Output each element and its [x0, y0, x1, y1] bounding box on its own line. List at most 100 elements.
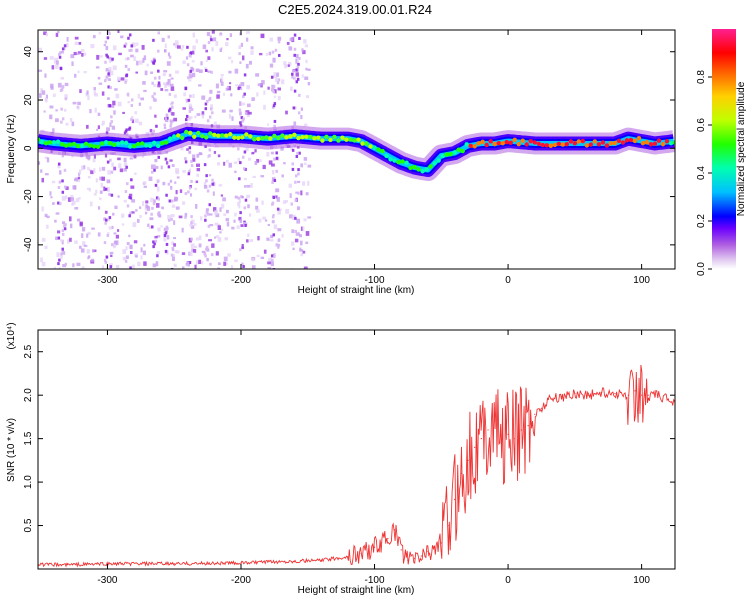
spectrogram-cell — [186, 261, 190, 265]
spectrogram-cell — [297, 172, 300, 176]
ridge-peak — [168, 136, 173, 141]
spectrogram-cell — [275, 156, 279, 160]
spectrogram-cell — [163, 123, 167, 127]
spectrogram-cell — [105, 218, 108, 222]
spectrogram-cell — [74, 41, 79, 46]
spectrogram-cell — [302, 181, 306, 186]
spectrogram-cell — [295, 58, 298, 64]
colorbar-gradient — [712, 29, 736, 269]
spectrogram-cell — [296, 206, 300, 211]
spectrogram-cell — [144, 211, 148, 215]
spectrogram-cell — [117, 76, 121, 81]
spectrogram-cell — [201, 95, 206, 100]
spectrogram-cell — [39, 93, 42, 98]
spectrogram-cell — [69, 216, 72, 222]
spectrogram-cell — [238, 52, 241, 56]
spectrogram-cell — [108, 58, 112, 63]
spectrogram-cell — [123, 168, 127, 172]
spectrogram-cell — [284, 65, 287, 69]
spectrogram-cell — [272, 220, 275, 224]
spectrogram-cell — [288, 183, 292, 188]
spectrogram-cell — [208, 96, 212, 100]
spectrogram-cell — [189, 193, 193, 197]
ridge-peak — [608, 141, 614, 146]
spectrogram-cell — [190, 164, 194, 168]
spectrogram-cell — [272, 233, 276, 237]
spectrogram-cell — [271, 254, 274, 258]
spectrogram-cell — [57, 163, 61, 169]
spectrogram-cell — [81, 165, 84, 171]
spectrogram-cell — [171, 101, 174, 105]
spectrogram-cell — [188, 116, 191, 121]
spectrogram-cell — [64, 97, 68, 101]
spectrogram-cell — [165, 229, 169, 233]
spectrogram-ylabel: Frequency (Hz) — [6, 115, 17, 184]
spectrogram-cell — [76, 218, 81, 222]
spectrogram-cell — [211, 111, 214, 115]
ridge-peak — [316, 135, 321, 140]
spectrogram-cell — [245, 37, 249, 42]
spectrogram-cell — [172, 254, 176, 258]
spectrogram-cell — [204, 67, 208, 70]
spectrogram-cell — [204, 107, 208, 111]
spectrogram-cell — [274, 77, 278, 82]
ridge-peak — [428, 164, 433, 169]
spectrogram-cell — [135, 118, 139, 123]
ridge-peak — [204, 135, 209, 140]
ridge-peak — [131, 143, 137, 149]
ridge-peak — [208, 131, 213, 136]
spectrogram-cell — [154, 165, 159, 169]
spectrogram-cell — [170, 185, 173, 190]
spectrogram-cell — [244, 223, 247, 227]
snr-point — [173, 563, 175, 565]
spectrogram-cell — [93, 154, 96, 159]
spectrogram-cell — [162, 181, 166, 186]
ridge-peak — [111, 142, 117, 148]
spectrogram-cell — [161, 37, 165, 42]
spectrogram-cell — [75, 198, 80, 203]
spectrogram-cell — [104, 187, 108, 191]
ridge-peak — [456, 147, 461, 152]
spectrogram-cell — [64, 262, 68, 266]
spectrogram-cell — [112, 243, 116, 249]
spectrogram-cell — [306, 95, 310, 99]
spectrogram-cell — [95, 66, 100, 69]
spectrogram-cell — [176, 45, 181, 49]
spectrogram-cell — [128, 193, 133, 197]
snr-point — [360, 552, 362, 554]
spectrogram-cell — [291, 148, 295, 152]
spectrogram-cell — [129, 244, 133, 250]
ridge-peak — [592, 139, 598, 144]
spectrogram-cell — [214, 222, 219, 226]
spectrogram-cell — [285, 209, 290, 214]
spectrogram-cell — [294, 229, 298, 233]
spectrogram-cell — [127, 36, 130, 40]
spectrogram-cell — [205, 179, 208, 183]
spectrogram-cell — [240, 42, 243, 47]
ridge-peak — [272, 133, 277, 139]
spectrogram-cell — [110, 170, 114, 174]
spectrogram-cell — [57, 82, 62, 88]
spectrogram-cell — [61, 117, 65, 121]
spectrogram-cell — [143, 243, 146, 247]
spectrogram-cell — [97, 112, 101, 117]
spectrogram-cell — [66, 42, 69, 48]
spectrogram-cell — [184, 160, 188, 164]
spectrogram-cell — [239, 87, 243, 91]
spectrogram-cell — [293, 53, 296, 57]
spectrogram-cell — [170, 199, 174, 203]
spectrogram-cell — [204, 68, 208, 72]
spectrogram-cell — [122, 249, 127, 254]
ridge-peak — [356, 137, 361, 142]
spectrogram-cell — [55, 212, 60, 215]
spectrogram-cell — [128, 49, 131, 53]
spectrogram-cell — [107, 85, 110, 89]
spectrogram-cell — [103, 241, 107, 245]
ridge-peak — [468, 143, 473, 149]
spectrogram-cell — [106, 55, 109, 59]
spectrogram-cell — [95, 189, 98, 194]
snr-panel: -300 -200 -100 0 100 0.5 1.0 1.5 2.0 2.5 Height … — [6, 322, 676, 596]
spectrogram-cell — [274, 48, 278, 52]
spectrogram-cell — [149, 106, 152, 110]
ridge-peak — [612, 140, 618, 146]
